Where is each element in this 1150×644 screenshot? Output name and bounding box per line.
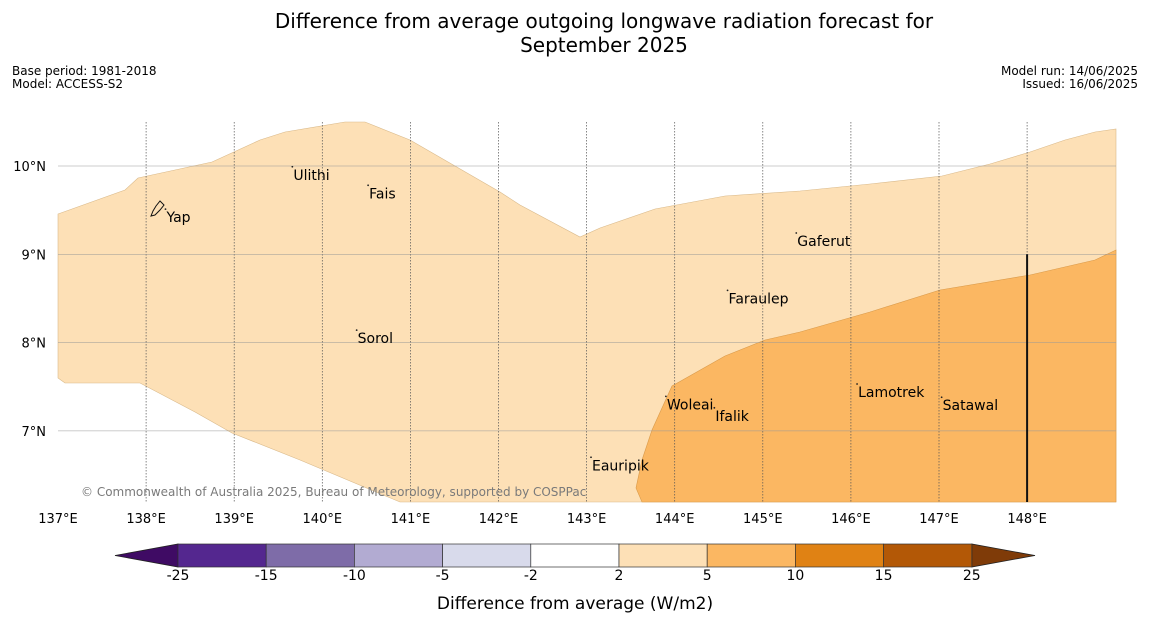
colorbar-extend-low: [114, 543, 179, 568]
place-label: Yap: [165, 210, 190, 226]
place-label: Eauripik: [592, 458, 650, 474]
place-label: Fais: [369, 186, 396, 202]
place-label: Woleai: [667, 397, 714, 413]
colorbar-extend-high: [971, 543, 1036, 568]
lat-tick-label: 8°N: [22, 337, 47, 352]
island-dot: [355, 329, 358, 332]
lon-tick-label: 148°E: [1007, 512, 1047, 527]
lat-tick-label: 7°N: [22, 425, 47, 440]
colorbar: [114, 543, 1036, 568]
colorbar-tick-label: -10: [342, 568, 366, 584]
axes: 137°E 138°E 139°E 140°E 141°E 142°E 143°E 144°E…: [13, 160, 1047, 527]
map-plot-area: Yap Ulithi Fais Gaferut Faraulep Sorol Lamotre…: [57, 121, 1117, 503]
base-period-text: Base period: 1981-2018: [12, 64, 157, 78]
island-dot: [940, 396, 943, 399]
lon-tick-label: 142°E: [479, 512, 519, 527]
island-dot: [590, 456, 592, 459]
place-label: Ulithi: [293, 168, 329, 184]
place-label: Lamotrek: [858, 385, 925, 401]
colorbar-tick-label: 5: [702, 568, 712, 584]
anomaly-region-5-to-10: [635, 249, 1117, 503]
lon-tick-label: 147°E: [919, 512, 959, 527]
colorbar-segment: [530, 543, 620, 568]
lat-tick-label: 10°N: [13, 160, 46, 175]
colorbar-tick-label: -15: [254, 568, 278, 584]
colorbar-segment: [442, 543, 532, 568]
lon-tick-label: 146°E: [831, 512, 871, 527]
island-dot: [726, 289, 729, 292]
colorbar-tick-label: 2: [614, 568, 624, 584]
colorbar-tick-label: -5: [435, 568, 450, 584]
lon-tick-label: 145°E: [743, 512, 783, 527]
island-dot: [367, 184, 370, 187]
lon-tick-label: 138°E: [126, 512, 166, 527]
colorbar-segment: [177, 543, 267, 568]
island-dot: [664, 395, 667, 398]
lon-tick-label: 137°E: [38, 512, 78, 527]
island-dot: [291, 165, 294, 168]
colorbar-tick-label: -2: [523, 568, 538, 584]
place-label: Ifalik: [715, 409, 749, 425]
model-text: Model: ACCESS-S2: [12, 77, 124, 91]
colorbar-tick-label: 10: [786, 568, 805, 584]
lon-tick-label: 144°E: [655, 512, 695, 527]
place-label: Satawal: [943, 398, 998, 414]
island-dot: [164, 208, 167, 211]
colorbar-tick-label: -25: [166, 568, 190, 584]
lon-tick-label: 143°E: [567, 512, 607, 527]
yap-island-outline: [150, 200, 165, 217]
colorbar-segment: [883, 543, 973, 568]
meta-right: Model run: 14/06/2025 Issued: 16/06/2025: [900, 65, 1138, 91]
island-dot: [856, 383, 858, 385]
map-title: Difference from average outgoing longwav…: [0, 9, 1150, 57]
places-layer: Yap Ulithi Fais Gaferut Faraulep Sorol Lamotre…: [164, 165, 998, 474]
colorbar-segment: [265, 543, 355, 568]
place-label: Faraulep: [729, 291, 789, 307]
colorbar-segment: [706, 543, 796, 568]
colorbar-segment: [795, 543, 884, 568]
lon-tick-label: 140°E: [303, 512, 343, 527]
colorbar-segment: [354, 543, 443, 568]
lon-tick-label: 141°E: [391, 512, 431, 527]
lat-tick-label: 9°N: [22, 248, 47, 263]
grid-lines: [58, 122, 1116, 502]
issued-text: Issued: 16/06/2025: [1022, 77, 1138, 91]
place-label: Sorol: [358, 331, 393, 347]
colorbar-tick-label: 25: [962, 568, 981, 584]
colorbar-tick-label: 15: [874, 568, 893, 584]
island-dot: [713, 406, 716, 409]
colorbar-title: Difference from average (W/m2): [436, 594, 714, 614]
title-line-2: September 2025: [520, 33, 688, 57]
lon-tick-label: 139°E: [214, 512, 254, 527]
model-run-text: Model run: 14/06/2025: [1000, 64, 1138, 78]
title-line-1: Difference from average outgoing longwav…: [274, 9, 934, 33]
place-label: Gaferut: [797, 234, 851, 250]
meta-left: Base period: 1981-2018 Model: ACCESS-S2: [12, 65, 157, 91]
colorbar-segment: [618, 543, 708, 568]
island-dot: [795, 232, 798, 234]
copyright-text: © Commonwealth of Australia 2025, Bureau…: [81, 485, 586, 499]
